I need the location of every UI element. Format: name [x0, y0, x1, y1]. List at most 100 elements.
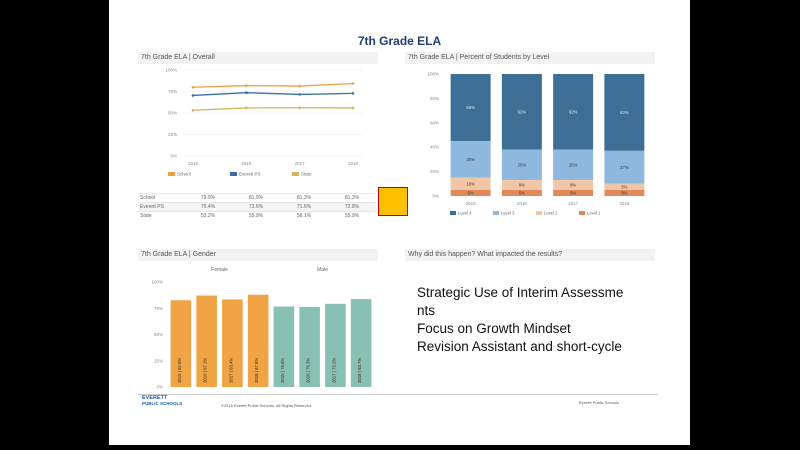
- group-label: Male: [317, 267, 328, 273]
- data-point: [298, 93, 301, 96]
- table-cell: 72.8%: [328, 202, 376, 212]
- data-label: 30%: [466, 157, 475, 162]
- y-tick-label: 75%: [168, 89, 177, 94]
- legend-label: Level 1: [587, 211, 601, 216]
- legend-label: State: [301, 172, 312, 177]
- y-tick-label: 20%: [430, 169, 439, 174]
- data-label: 5%: [621, 190, 627, 195]
- x-tick-label: 2016: [241, 161, 252, 166]
- slide: 7th Grade ELA 7th Grade ELA | Overall 0%…: [109, 0, 690, 445]
- x-tick-label: 2016: [517, 201, 528, 206]
- data-label: 5%: [519, 190, 525, 195]
- gender-bar: [325, 303, 346, 387]
- gender-bar: [222, 299, 243, 387]
- data-label: 63%: [620, 110, 629, 115]
- data-point: [245, 84, 248, 87]
- stack-segment: [553, 180, 594, 190]
- table-row: School 79.9% 81.9% 81.3% 81.3%: [138, 193, 376, 203]
- y-tick-label: 100%: [427, 72, 439, 77]
- overall-table-wrap: School 79.9% 81.9% 81.3% 81.3% Everett PS 70.4…: [138, 193, 378, 220]
- data-label: 62%: [518, 109, 527, 114]
- footer-right-text: Everett Public Schools: [579, 400, 620, 405]
- data-label: 8%: [570, 183, 576, 188]
- x-tick-label: 2015: [188, 161, 199, 166]
- data-label: 62%: [569, 109, 578, 114]
- slide-title: 7th Grade ELA: [357, 34, 442, 48]
- district-logo: EVERETT PUBLIC SCHOOLS: [142, 395, 182, 407]
- why-panel-title: Why did this happen? What impacted the r…: [405, 249, 655, 261]
- y-tick-label: 40%: [430, 145, 439, 150]
- bar-label: 2016 | 76.3%: [306, 358, 311, 383]
- stack-segment: [450, 177, 491, 190]
- data-point: [191, 85, 195, 89]
- legend-label: Everett PS: [239, 172, 261, 177]
- stack-segment: [604, 183, 645, 190]
- stack-segment: [450, 141, 491, 178]
- table-row: State 53.2% 55.9% 56.1% 55.9%: [138, 211, 376, 220]
- series-line: [192, 82, 354, 88]
- data-label: 10%: [466, 181, 475, 186]
- y-tick-label: 100%: [165, 68, 177, 73]
- stack-segment: [604, 189, 645, 196]
- y-tick-label: 0%: [156, 385, 163, 390]
- legend-label: School: [177, 172, 191, 177]
- logo-line: PUBLIC SCHOOLS: [142, 401, 183, 406]
- y-tick-label: 25%: [168, 132, 177, 137]
- legend-label: Level 3: [501, 211, 515, 216]
- gender-bar: [299, 306, 320, 387]
- bar-label: 2017 | 79.2%: [331, 358, 336, 383]
- data-point: [245, 106, 248, 110]
- legend-swatch: [292, 172, 299, 176]
- x-tick-label: 2018: [348, 161, 359, 166]
- y-tick-label: 50%: [154, 332, 163, 337]
- stack-segment: [604, 74, 645, 151]
- why-notes: Strategic Use of Interim Assessme nts Fo…: [417, 284, 677, 356]
- data-label: 25%: [569, 162, 578, 167]
- table-cell: 55.9%: [328, 211, 376, 220]
- gender-bar: [170, 300, 192, 387]
- why-line: Strategic Use of Interim Assessme: [417, 285, 624, 300]
- series-line: [192, 92, 354, 97]
- overall-panel-title: 7th Grade ELA | Overall: [138, 52, 378, 64]
- footer-copyright: ©2016 Everett Public Schools. All Rights…: [221, 403, 313, 408]
- stack-segment: [501, 74, 542, 150]
- table-cell: 81.9%: [232, 193, 280, 203]
- data-label: 5%: [570, 190, 576, 195]
- data-label: 8%: [519, 183, 525, 188]
- levels-panel-title: 7th Grade ELA | Percent of Students by L…: [405, 52, 655, 64]
- table-cell: 71.6%: [280, 202, 328, 212]
- legend-swatch: [579, 211, 585, 215]
- data-label: 5%: [621, 184, 627, 189]
- y-tick-label: 80%: [430, 96, 439, 101]
- highlight-box: [378, 187, 408, 216]
- data-point: [351, 92, 355, 95]
- bar-label: 2016 | 87.1%: [203, 358, 208, 383]
- y-tick-label: 0%: [432, 194, 439, 199]
- table-cell: 56.1%: [280, 211, 328, 220]
- gender-bar: [273, 306, 295, 387]
- stack-segment: [501, 180, 542, 190]
- data-point: [298, 106, 301, 110]
- gender-panel-title: 7th Grade ELA | Gender: [138, 249, 378, 261]
- data-point: [351, 82, 355, 85]
- bar-label: 2018 | 83.7%: [357, 358, 362, 383]
- gender-bar: [247, 294, 269, 387]
- data-label: 5%: [468, 190, 474, 195]
- row-label: Everett PS: [138, 202, 184, 212]
- legend-swatch: [493, 211, 499, 215]
- data-label: 27%: [620, 165, 629, 170]
- table-cell: 55.9%: [232, 211, 280, 220]
- row-label: State: [138, 211, 184, 220]
- legend-swatch: [450, 211, 456, 215]
- overall-line-chart: 0% 25% 50% 75% 100% 2015 2016 2017 2018 School Eve…: [165, 68, 363, 177]
- y-tick-label: 25%: [154, 358, 163, 363]
- data-label: 25%: [518, 162, 527, 167]
- row-label: School: [138, 193, 184, 203]
- bar-label: 2015 | 76.6%: [280, 358, 285, 383]
- group-label: Female: [211, 267, 228, 273]
- data-label: 55%: [466, 105, 475, 110]
- y-tick-label: 100%: [151, 280, 163, 285]
- levels-stacked-bar-chart: 0% 20% 40% 60% 80% 100% 55% 30% 10% 5% 2015 62% 25% 8…: [427, 72, 645, 216]
- gender-bar: [196, 295, 217, 387]
- data-point: [191, 108, 195, 112]
